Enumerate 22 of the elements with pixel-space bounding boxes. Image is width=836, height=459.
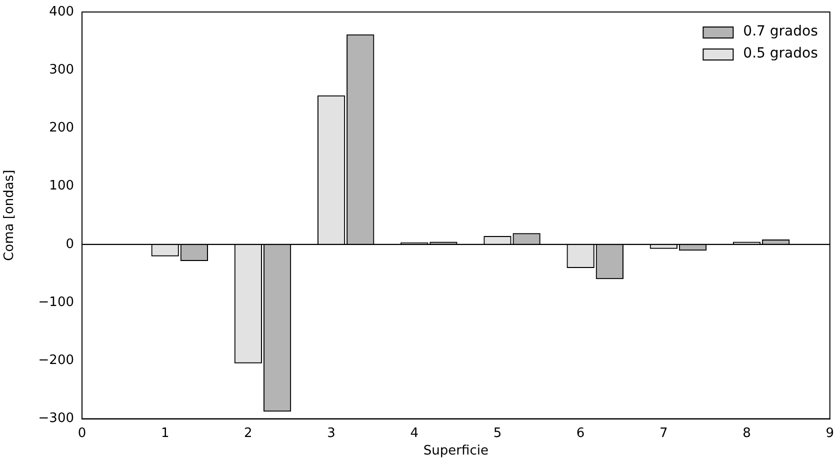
y-tick-label: 100: [49, 178, 74, 194]
x-tick-label: 2: [244, 426, 252, 441]
x-tick-label: 8: [742, 426, 751, 441]
legend-label: 0.5 grados: [743, 46, 818, 62]
x-tick-label: 1: [160, 426, 170, 441]
x-tick-label: 0: [78, 426, 86, 441]
legend-label: 0.7 grados: [743, 24, 818, 40]
y-tick-label: 200: [49, 120, 74, 136]
x-tick-label: 5: [493, 426, 502, 441]
x-tick-label: 9: [826, 426, 834, 441]
y-tick-label: −300: [38, 411, 74, 426]
y-tick-label: 300: [49, 62, 74, 78]
x-tick-label: 6: [576, 426, 585, 441]
x-tick-label: 4: [410, 426, 419, 441]
y-tick-label: 0: [66, 236, 74, 252]
x-tick-label: 3: [327, 426, 336, 441]
y-tick-label: 400: [49, 4, 74, 20]
x-tick-label: 7: [660, 426, 668, 441]
x-axis-title: Superficie: [423, 444, 488, 459]
y-axis-title: Coma [ondas]: [2, 170, 18, 261]
y-tick-label: −200: [38, 353, 74, 368]
y-tick-label: −100: [38, 294, 74, 310]
